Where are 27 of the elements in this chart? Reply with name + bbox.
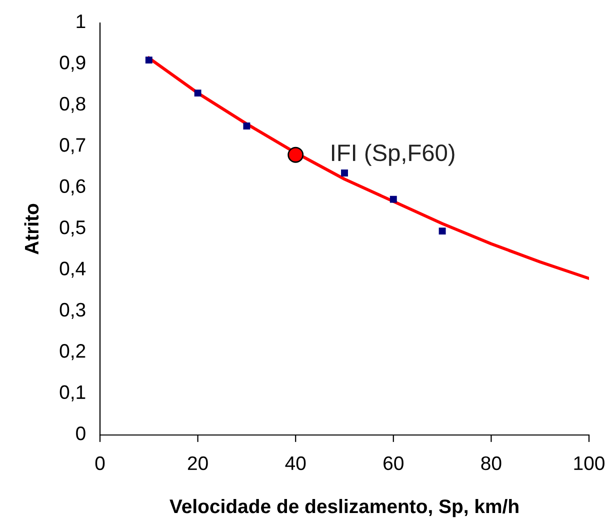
x-tick-label: 40 [285, 456, 306, 470]
point [438, 228, 446, 235]
annotation: IFI (Sp,F60) [332, 144, 454, 166]
y-tick-label: 0,6 [60, 179, 86, 196]
point [194, 90, 202, 97]
x-tick-label: 60 [384, 456, 404, 470]
x-tick-label: 20 [188, 456, 208, 470]
x-tick-label: 100 [574, 456, 604, 470]
point [288, 146, 304, 163]
y-tick-label: 0,1 [60, 385, 86, 402]
y-tick-label: 0,3 [60, 302, 86, 319]
y-tick-label: 0,8 [60, 96, 86, 113]
y-axis-title: Atrito [24, 204, 39, 254]
x-axis-title: Velocidade de deslizamento, Sp, km/h [170, 498, 518, 518]
y-tick-label: 0 [76, 426, 86, 440]
y-tick-label: 0,5 [60, 220, 86, 237]
y-tick-label: 1 [76, 14, 86, 28]
point [390, 196, 397, 203]
point [145, 56, 152, 64]
point [341, 169, 348, 176]
y-tick-label: 0,9 [60, 56, 86, 72]
y-tick-label: 0,4 [60, 262, 86, 278]
y-tick-label: 0,2 [60, 344, 86, 360]
y-tick-label: 0,7 [60, 138, 86, 154]
point [243, 122, 250, 130]
x-tick-label: 0 [95, 456, 105, 470]
x-tick-label: 80 [481, 456, 502, 470]
